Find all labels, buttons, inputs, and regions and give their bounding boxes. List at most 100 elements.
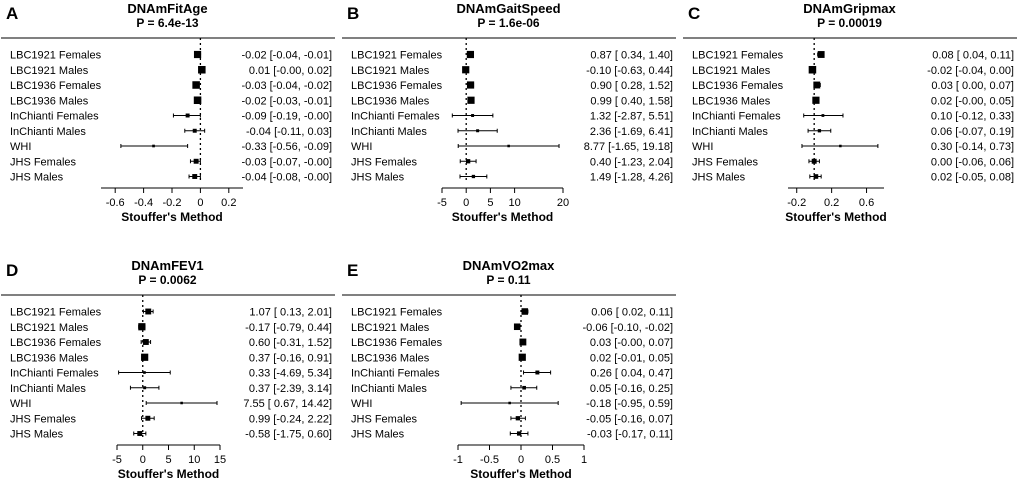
x-tick-label: 0.6 <box>859 197 874 209</box>
forest-row: LBC1936 Females 0.90 [ 0.28, 1.52] <box>351 80 673 92</box>
effect-estimate-text: -0.18 [-0.95, 0.59] <box>586 398 673 410</box>
point-estimate <box>185 113 190 118</box>
x-tick-label: 5 <box>165 454 171 466</box>
forest-row: JHS Females -0.05 [-0.16, 0.07] <box>351 413 673 425</box>
effect-estimate-text: -0.02 [-0.03, -0.01] <box>242 95 333 107</box>
effect-estimate-text: 0.90 [ 0.28, 1.52] <box>590 80 673 92</box>
row-label: JHS Females <box>10 156 77 168</box>
row-label: LBC1921 Females <box>10 50 102 62</box>
effect-estimate-text: 0.40 [-1.23, 2.04] <box>590 156 673 168</box>
row-label: JHS Males <box>351 172 405 184</box>
effect-estimate-text: 0.02 [-0.00, 0.05] <box>931 95 1014 107</box>
effect-estimate-text: -0.02 [-0.04, -0.01] <box>242 50 333 62</box>
point-estimate <box>522 385 526 390</box>
panel-letter: E <box>347 261 358 280</box>
effect-estimate-text: 0.99 [ 0.40, 1.58] <box>590 95 673 107</box>
point-estimate <box>513 323 521 331</box>
point-estimate <box>471 174 476 179</box>
point-estimate <box>143 371 146 374</box>
row-label: JHS Females <box>351 413 418 425</box>
effect-estimate-text: -0.03 [-0.07, -0.00] <box>242 156 333 168</box>
forest-row: LBC1921 Males -0.10 [-0.63, 0.44] <box>351 65 673 77</box>
effect-estimate-text: 0.02 [-0.05, 0.08] <box>931 172 1014 184</box>
point-estimate <box>476 129 480 133</box>
forest-row: LBC1936 Males 0.02 [-0.01, 0.05] <box>351 352 673 364</box>
x-tick-label: 0 <box>140 454 146 466</box>
point-estimate <box>465 159 471 164</box>
row-label: JHS Males <box>692 172 746 184</box>
point-estimate <box>813 81 821 89</box>
row-label: LBC1936 Males <box>692 95 771 107</box>
row-label: InChianti Males <box>10 383 86 395</box>
panel-title: DNAmGaitSpeed <box>456 1 560 16</box>
forest-row: LBC1921 Females 0.08 [ 0.04, 0.11] <box>692 50 1014 62</box>
point-estimate <box>535 370 540 375</box>
x-tick-label: 20 <box>557 197 569 209</box>
point-estimate <box>518 353 526 361</box>
row-label: InChianti Females <box>692 111 781 123</box>
point-estimate <box>817 51 825 58</box>
effect-estimate-text: -0.17 [-0.79, 0.44] <box>245 322 332 334</box>
x-tick-label: 10 <box>188 454 200 466</box>
row-label: LBC1936 Males <box>351 95 430 107</box>
forest-row: LBC1921 Males -0.17 [-0.79, 0.44] <box>10 322 332 334</box>
row-label: InChianti Females <box>10 111 99 123</box>
row-label: LBC1921 Males <box>692 65 771 77</box>
effect-estimate-text: 8.77 [-1.65, 19.18] <box>584 141 673 153</box>
point-estimate <box>507 144 510 148</box>
x-tick-label: -1 <box>453 454 463 466</box>
row-label: JHS Females <box>351 156 418 168</box>
forest-row: LBC1921 Females 0.87 [ 0.34, 1.40] <box>351 50 673 62</box>
row-label: LBC1936 Females <box>351 337 443 349</box>
point-estimate <box>137 431 143 436</box>
x-axis-title: Stouffer's Method <box>121 210 223 224</box>
row-label: WHI <box>10 141 31 153</box>
panel-letter: D <box>6 261 18 280</box>
row-label: LBC1936 Females <box>10 337 102 349</box>
effect-estimate-text: 0.87 [ 0.34, 1.40] <box>590 50 673 62</box>
effect-estimate-text: -0.09 [-0.19, -0.00] <box>242 111 333 123</box>
forest-row: LBC1921 Females 1.07 [ 0.13, 2.01] <box>10 307 332 319</box>
panel-title: DNAmGripmax <box>803 1 896 16</box>
row-label: LBC1921 Females <box>351 50 443 62</box>
forest-row: JHS Males 0.02 [-0.05, 0.08] <box>692 172 1014 184</box>
point-estimate <box>145 415 151 421</box>
x-tick-label: 0 <box>197 197 203 209</box>
forest-row: JHS Females 0.00 [-0.06, 0.06] <box>692 156 1014 168</box>
row-label: JHS Females <box>692 156 759 168</box>
forest-row: LBC1936 Females 0.03 [ 0.00, 0.07] <box>692 80 1014 92</box>
point-estimate <box>142 339 149 345</box>
row-label: LBC1936 Males <box>351 352 430 364</box>
effect-estimate-text: 7.55 [ 0.67, 14.42] <box>243 398 332 410</box>
panel-p-value: P = 0.0062 <box>138 273 196 287</box>
row-label: LBC1921 Males <box>10 322 89 334</box>
forest-row: LBC1936 Males 0.37 [-0.16, 0.91] <box>10 352 332 364</box>
forest-row: LBC1921 Females -0.02 [-0.04, -0.01] <box>10 50 332 62</box>
panel-p-value: P = 6.4e-13 <box>136 16 198 30</box>
point-estimate <box>193 96 202 105</box>
effect-estimate-text: 2.36 [-1.69, 6.41] <box>590 126 673 138</box>
forest-row: LBC1936 Males -0.02 [-0.03, -0.01] <box>10 95 332 107</box>
effect-estimate-text: 1.32 [-2.87, 5.51] <box>590 111 673 123</box>
point-estimate <box>143 386 147 390</box>
point-estimate <box>193 158 199 164</box>
x-tick-label: 0.2 <box>824 197 839 209</box>
panel-title: DNAmFitAge <box>127 1 207 16</box>
row-label: JHS Males <box>351 429 405 441</box>
point-estimate <box>466 50 475 59</box>
x-tick-label: 0.5 <box>545 454 560 466</box>
forest-row: InChianti Females -0.09 [-0.19, -0.00] <box>10 111 332 123</box>
forest-row: LBC1921 Males 0.01 [-0.00, 0.02] <box>10 65 332 77</box>
x-tick-label: -0.4 <box>134 197 153 209</box>
point-estimate <box>467 96 475 104</box>
forest-row: InChianti Males 0.06 [-0.07, 0.19] <box>692 126 1014 138</box>
forest-row: InChianti Females 0.33 [-4.69, 5.34] <box>10 368 332 380</box>
x-tick-label: -0.2 <box>163 197 182 209</box>
